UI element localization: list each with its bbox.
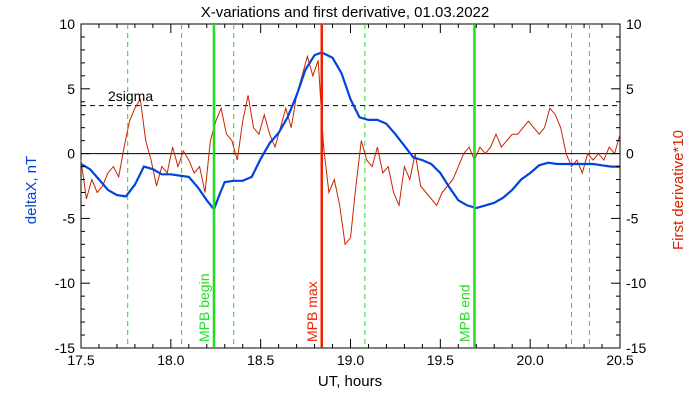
series-layer bbox=[80, 51, 621, 246]
vertical-marker-label: MPB max bbox=[304, 281, 320, 342]
plot-frame bbox=[80, 23, 621, 349]
x-tick-label: 20.0 bbox=[517, 352, 544, 368]
y-tick-label-right: -10 bbox=[626, 275, 646, 291]
y-axis-label-right: First derivative*10 bbox=[670, 130, 687, 250]
y-tick-label-left: 10 bbox=[59, 16, 75, 32]
vertical-marker-label: MPB end bbox=[456, 284, 472, 342]
y-tick-label-left: -10 bbox=[55, 275, 75, 291]
y-tick-label-left: -15 bbox=[55, 340, 75, 356]
x-tick-label: 18.0 bbox=[157, 352, 184, 368]
dashed-markers bbox=[127, 24, 590, 348]
y-axis-label-left: deltaX, nT bbox=[23, 156, 40, 224]
y-tick-label-right: 0 bbox=[626, 146, 634, 162]
y-tick-label-left: 5 bbox=[67, 81, 75, 97]
vertical-markers: MPB begin MPB max MPB end bbox=[196, 24, 476, 348]
x-tick-label: 18.5 bbox=[247, 352, 274, 368]
x-tick-label: 19.5 bbox=[427, 352, 454, 368]
sigma-label: 2sigma bbox=[108, 88, 153, 104]
axis-ticks: 17.5 18.0 18.5 19.0 19.5 20.0 20.5 10 10 5 5 0 0 -5 -5… bbox=[55, 16, 647, 368]
x-tick-label: 20.5 bbox=[606, 352, 633, 368]
vertical-marker-label: MPB begin bbox=[196, 274, 212, 342]
chart-title: X-variations and first derivative, 01.03… bbox=[201, 4, 490, 21]
y-tick-label-left: 0 bbox=[67, 146, 75, 162]
x-tick-label: 19.0 bbox=[337, 352, 364, 368]
y-tick-label-right: 5 bbox=[626, 81, 634, 97]
deltax-series-line bbox=[80, 51, 620, 212]
reference-lines bbox=[81, 105, 620, 155]
x-axis-label: UT, hours bbox=[318, 373, 382, 390]
derivative-series-line bbox=[80, 54, 621, 246]
y-tick-label-right: 10 bbox=[626, 16, 642, 32]
y-tick-label-left: -5 bbox=[63, 210, 76, 226]
y-tick-label-right: -15 bbox=[626, 340, 646, 356]
x-tick-label: 17.5 bbox=[67, 352, 94, 368]
y-tick-label-right: -5 bbox=[626, 210, 639, 226]
